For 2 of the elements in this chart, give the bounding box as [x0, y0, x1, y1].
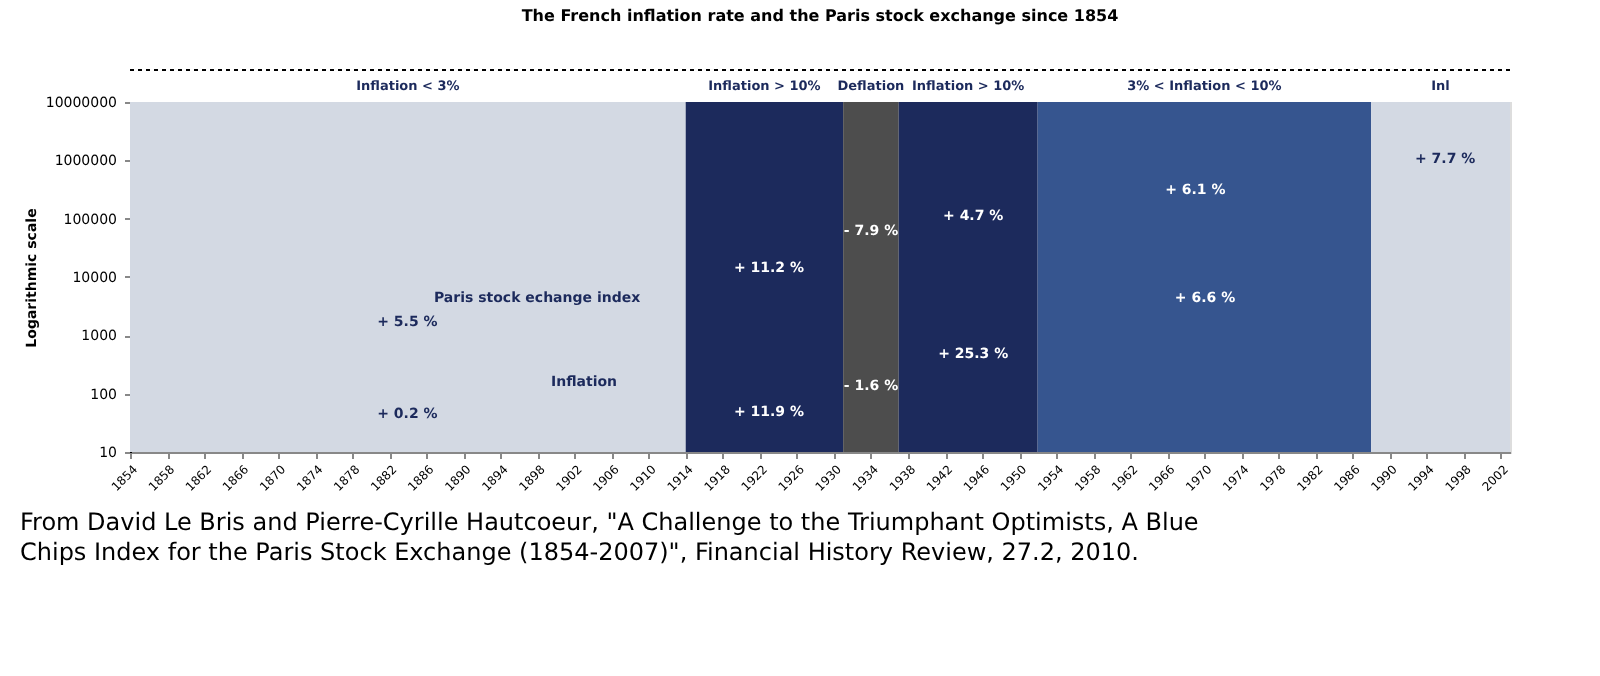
chart-title: The French inflation rate and the Paris stock exchange since 1854: [521, 7, 1120, 25]
text: From David Le Bris and Pierre-Cyrille Hautcoeur, "A Challenge to the Triumphant Optimists, A Blue Chips Index for the Paris Stock Exchange (1854-2007)", Financial History Review, 27.2, 2010.: [20, 508, 1199, 566]
